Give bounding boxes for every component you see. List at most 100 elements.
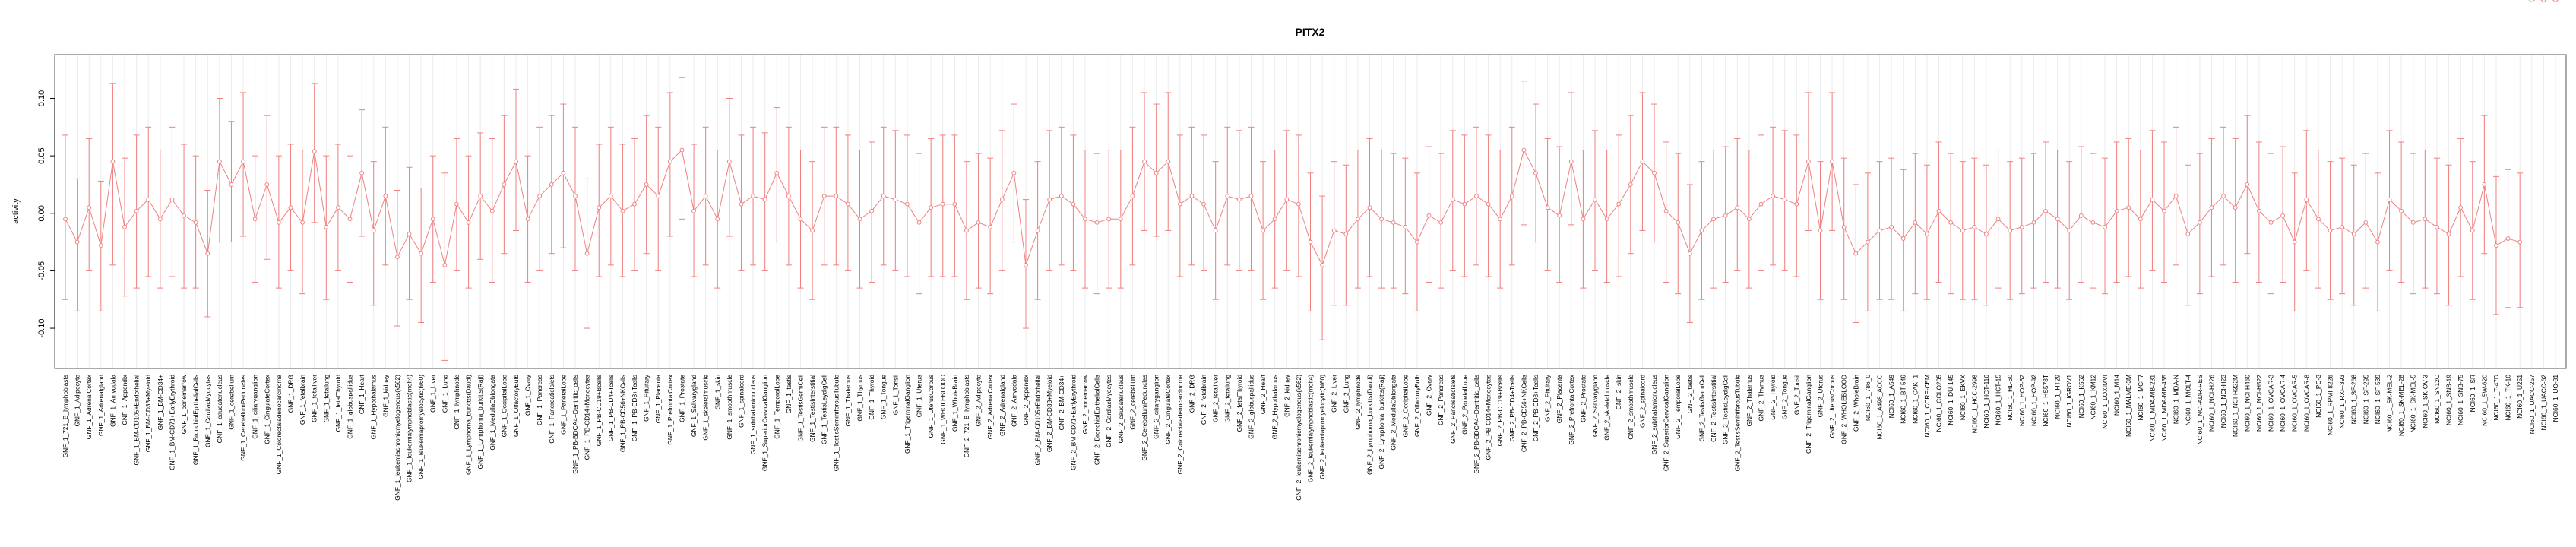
data-point (1900, 236, 1906, 241)
error-bar (596, 144, 603, 277)
x-tick-label: GNF_1_PB-BDCA4+Dentritic_cells (571, 375, 579, 474)
data-point (2209, 205, 2214, 210)
data-point (1818, 228, 1823, 233)
data-point (2245, 182, 2250, 187)
data-point (1415, 239, 1419, 245)
x-tick-label: GNF_1_kidney (381, 374, 389, 417)
x-tick-label: NCI60_1_HCC-2998 (1970, 375, 1978, 434)
data-point (1189, 194, 1195, 198)
x-tick-label: GNF_2_Amygdala (1010, 375, 1017, 427)
data-point (1533, 170, 1538, 175)
x-tick-label: NCI60_1_IGROV1 (2065, 375, 2073, 428)
data-point (1331, 228, 1337, 233)
x-tick-label: NCI60_1_MALME-3M (2125, 375, 2132, 437)
x-tick-label: NCI60_1_SF-539 (2374, 375, 2381, 425)
data-point (1011, 170, 1017, 175)
y-tick-label: 0.10 (37, 90, 46, 106)
data-point (1356, 217, 1360, 222)
data-point (2138, 217, 2143, 222)
x-tick-label: GNF_2_TestisInterstitial (1710, 375, 1717, 442)
x-tick-label: GNF_2_spinalcord (1638, 375, 1646, 428)
data-point (2363, 220, 2369, 225)
data-point (2375, 239, 2380, 245)
data-point (964, 228, 969, 233)
x-tick-label: GNF_1_fetalliver (311, 375, 318, 422)
data-point (2114, 208, 2119, 213)
x-tick-label: NCI60_1_LOXIMVI (2101, 375, 2109, 429)
error-bar (2232, 138, 2239, 283)
x-tick-label: NCI60_1_HS578T (2042, 375, 2049, 426)
data-point (2268, 220, 2274, 225)
data-point (573, 194, 578, 198)
data-point (537, 194, 543, 198)
x-tick-label: GNF_2_fetalThyroid (1236, 375, 1243, 432)
x-tick-label: GNF_1_Pituitary (643, 374, 650, 422)
error-bar (1319, 195, 1326, 340)
data-point (1746, 217, 1752, 222)
x-tick-label: GNF_2_PB-CD4+Tcells (1508, 375, 1516, 441)
data-point (1166, 159, 1171, 164)
x-tick-label: NCI60_1_OVCAR-3 (2267, 375, 2274, 432)
x-tick-label: GNF_1_Uterus (916, 375, 923, 417)
x-tick-label: GNF_2_PB-CD56+NKCells (1520, 375, 1527, 452)
x-tick-label: NCI60_1_OVCAR-5 (2291, 375, 2299, 432)
data-point (1213, 228, 1218, 233)
data-point (2494, 243, 2498, 248)
x-tick-label: GNF_2_Adrenalgland (998, 375, 1006, 436)
x-tick-label: GNF_1_SuperiorCervicalGanglion (761, 375, 769, 471)
data-point (1604, 217, 1609, 222)
x-tick-label: GNF_1_BM-CD33+Myeloid (144, 375, 152, 453)
x-tick-label: GNF_2_CerebellumPeduncles (1141, 375, 1148, 461)
data-point (1106, 217, 1112, 222)
data-point (300, 220, 305, 225)
data-point (2410, 220, 2416, 225)
x-tick-label: GNF_1_Liver (429, 375, 437, 413)
x-tick-label: NCI60_1_HOP-92 (2030, 375, 2037, 426)
x-tick-label: GNF_2_WHOLEBLOOD (1840, 375, 1848, 444)
data-point (1652, 170, 1657, 175)
data-point (608, 194, 613, 198)
data-point (703, 194, 708, 198)
data-point (751, 194, 755, 198)
x-tick-label: GNF_1_skeletalmuscle (702, 375, 710, 441)
data-point (478, 194, 483, 198)
data-point (821, 194, 827, 198)
data-point (632, 201, 637, 207)
data-point (667, 159, 672, 164)
x-tick-label: GNF_1_PB-CD19+Bcells (595, 375, 603, 446)
data-point (2517, 239, 2523, 245)
data-point (1794, 201, 1799, 207)
data-point (1877, 228, 1882, 233)
x-tick-label: NCI60_1_SF-295 (2362, 375, 2369, 425)
data-point (264, 182, 270, 187)
error-bar (572, 126, 579, 271)
data-point (1177, 201, 1182, 207)
error-bar (86, 138, 93, 271)
x-tick-label: GNF_1_Tonsil (891, 375, 899, 415)
data-point (1142, 159, 1147, 164)
data-point (1201, 201, 1206, 207)
x-tick-label: GNF_2_Lymphoma_burkitts(Raji) (1378, 375, 1385, 470)
data-point (182, 213, 186, 218)
data-point (1367, 205, 1372, 210)
data-point (846, 201, 850, 207)
error-bar (145, 126, 152, 277)
data-point (1699, 228, 1704, 233)
x-tick-label: GNF_1_AdrenalCortex (85, 374, 93, 439)
x-tick-label: GNF_1_TemporalLobe (773, 375, 780, 439)
data-point (2387, 197, 2392, 202)
x-tick-label: NCI60_1_SK-MEL-5 (2410, 375, 2417, 433)
x-tick-label: NCI60_1_HCT-15 (1995, 375, 2002, 425)
data-point (739, 201, 744, 207)
x-tick-label: GNF_1_cerebellum (227, 375, 235, 430)
data-point (2055, 217, 2060, 222)
data-point (2446, 232, 2451, 236)
x-tick-label: NCI60_1_U251 (2516, 375, 2524, 419)
data-point (1426, 213, 1432, 218)
data-point (430, 217, 435, 222)
error-bar (370, 161, 377, 306)
error-bar (109, 83, 116, 266)
data-point (2103, 225, 2107, 229)
x-tick-label: GNF_2_Thymus (1757, 375, 1764, 421)
